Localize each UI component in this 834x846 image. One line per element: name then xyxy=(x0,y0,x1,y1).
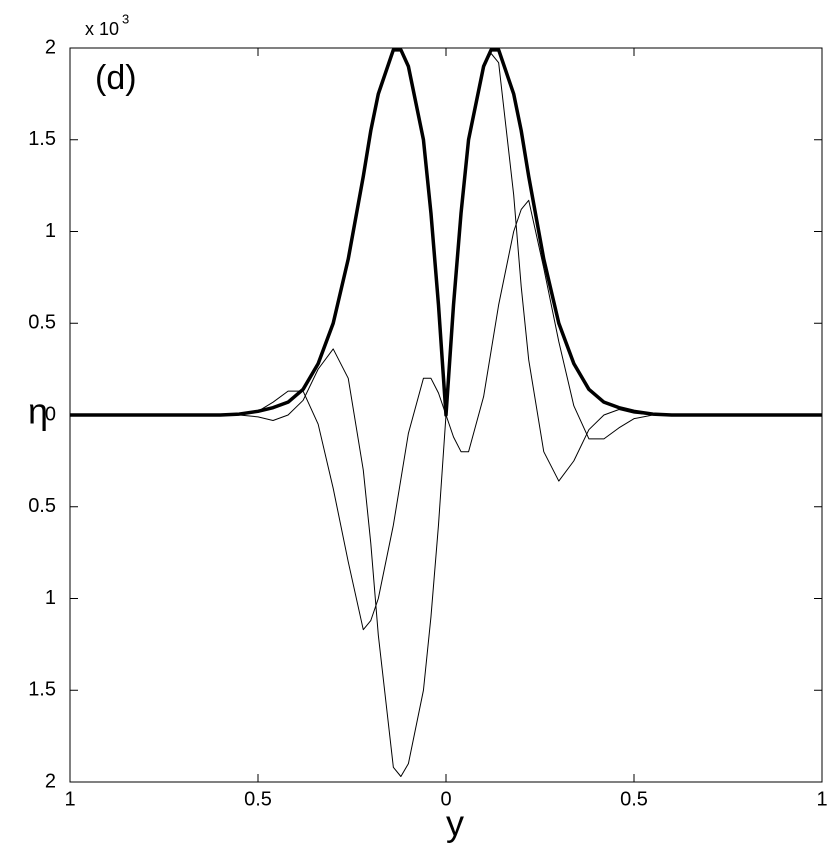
y-tick-label: 1 xyxy=(45,220,56,242)
y-multiplier-exponent: 3 xyxy=(122,11,129,26)
y-tick-label: 1 xyxy=(45,587,56,609)
y-tick-label: 0.5 xyxy=(28,312,56,334)
y-tick-label: 2 xyxy=(45,770,56,792)
x-axis-label: y xyxy=(446,803,464,844)
y-tick-label: 0 xyxy=(45,403,56,425)
x-tick-label: 0 xyxy=(440,788,451,810)
x-tick-label: 0.5 xyxy=(620,788,648,810)
y-tick-label: 1.5 xyxy=(28,679,56,701)
y-multiplier: x 10 xyxy=(85,19,119,39)
data-line xyxy=(70,48,822,417)
x-tick-label: 1 xyxy=(816,788,827,810)
panel-label: (d) xyxy=(95,59,137,97)
x-tick-label: 1 xyxy=(64,788,75,810)
x-tick-label: 0.5 xyxy=(244,788,272,810)
y-tick-label: 0.5 xyxy=(28,495,56,517)
y-tick-label: 1.5 xyxy=(28,128,56,150)
y-axis-label: η xyxy=(28,391,48,432)
y-tick-label: 2 xyxy=(45,36,56,58)
